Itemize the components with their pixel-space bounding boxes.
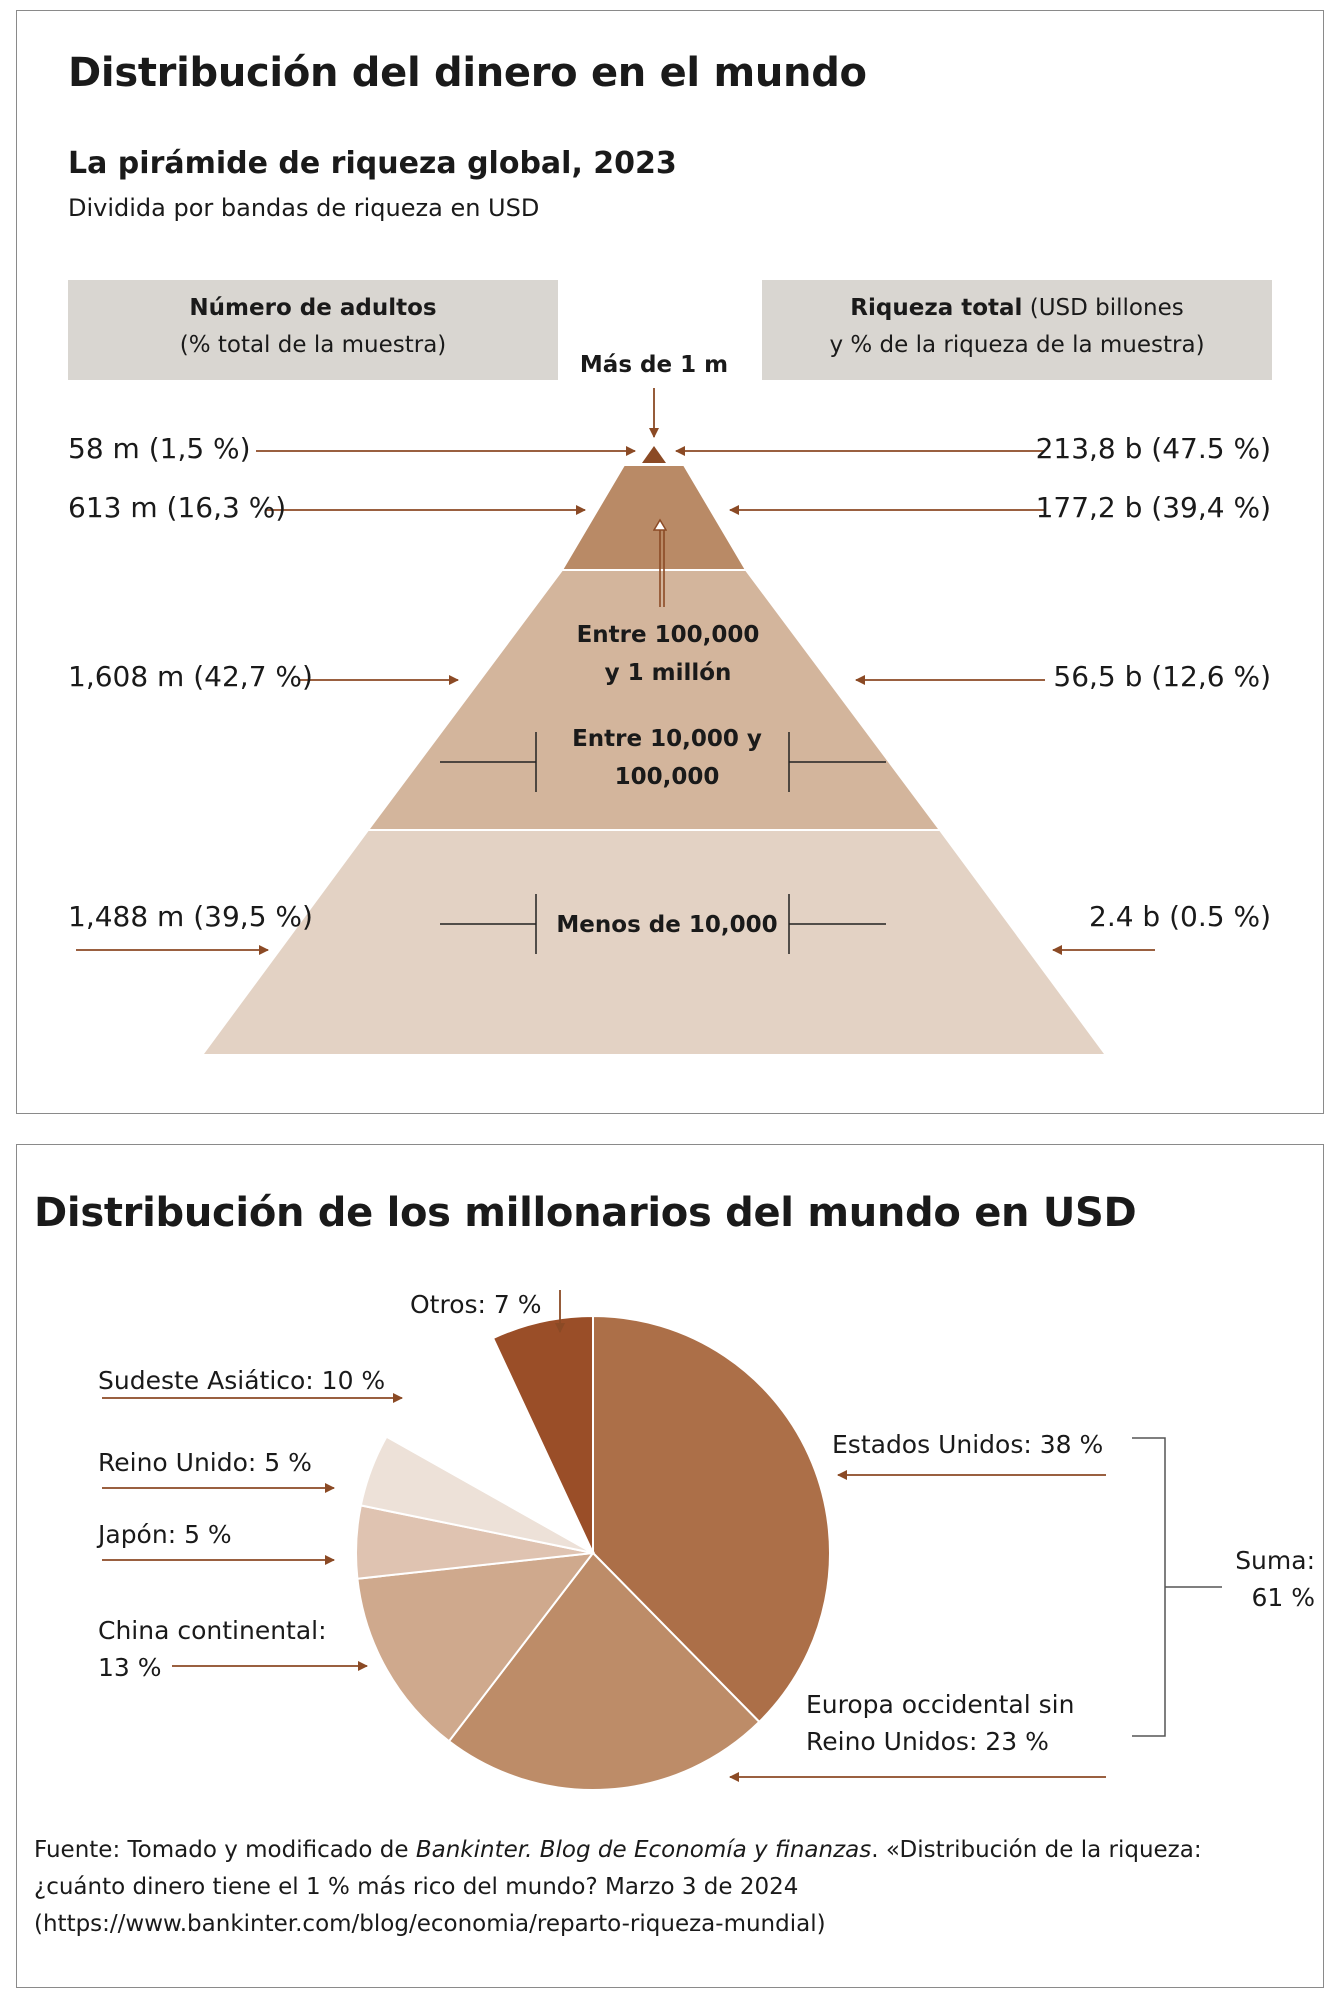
label-sudeste: Sudeste Asiático: 10 % — [98, 1366, 386, 1395]
source-note: Fuente: Tomado y modificado de Bankinter… — [34, 1832, 1294, 1943]
pie-title: Distribución de los millonarios del mund… — [34, 1190, 1137, 1236]
source-rest: . «Distribución de la riqueza: ¿cuánto d… — [34, 1837, 1202, 1937]
sum-label-line1: Suma: — [1235, 1546, 1315, 1575]
band-100000-1m — [560, 464, 748, 571]
band-label-100000-1m-line2: y 1 millón — [604, 660, 732, 686]
band-label-10000-100000-line1: Entre 10,000 y — [572, 726, 762, 752]
label-reino: Reino Unido: 5 % — [98, 1448, 312, 1477]
label-china-line2: 13 % — [98, 1653, 162, 1682]
pyramid-subsubtitle: Dividida por bandas de riqueza en USD — [68, 194, 540, 222]
pyramid-title: Distribución del dinero en el mundo — [68, 50, 867, 96]
wealth-value-1: 213,8 b (47.5 %) — [1035, 432, 1271, 465]
left-header-bold: Número de adultos — [189, 295, 437, 321]
left-header-box: Número de adultos (% total de la muestra… — [68, 280, 558, 380]
band-mas-1m — [642, 446, 666, 463]
right-header-normal-1: (USD billones — [1022, 295, 1184, 321]
right-header-normal-2: y % de la riqueza de la muestra) — [829, 332, 1205, 358]
source-prefix: Fuente: Tomado y modificado de — [34, 1837, 416, 1863]
pie-slice-sudeste-asiático — [385, 1336, 596, 1556]
left-header-normal: (% total de la muestra) — [179, 332, 447, 358]
label-europa: Europa occidental sin Reino Unidos: 23 % — [806, 1686, 1074, 1760]
source-italic-2: Blog de Economía y finanzas — [539, 1837, 872, 1863]
band-label-100000-1m-line1: Entre 100,000 — [576, 622, 760, 648]
top-band-label: Más de 1 m — [579, 352, 729, 378]
band-label-menos-10000: Menos de 10,000 — [556, 912, 778, 938]
pie-slice-europa-occidental-sin-reino-unidos — [447, 1551, 761, 1791]
pie-slice-estados-unidos — [592, 1314, 831, 1724]
adults-value-3: 1,608 m (42,7 %) — [68, 660, 313, 693]
label-europa-line1: Europa occidental sin — [806, 1690, 1075, 1719]
wealth-value-2: 177,2 b (39,4 %) — [1035, 491, 1271, 524]
label-china-line1: China continental: — [98, 1616, 327, 1645]
band-label-10000-100000-line2: 100,000 — [614, 764, 720, 790]
sum-bracket — [1132, 1437, 1166, 1737]
adults-value-1: 58 m (1,5 %) — [68, 432, 251, 465]
label-eeuu: Estados Unidos: 38 % — [832, 1430, 1104, 1459]
pyramid-subtitle: La pirámide de riqueza global, 2023 — [68, 146, 677, 181]
label-china: China continental: 13 % — [98, 1612, 327, 1686]
label-japon: Japón: 5 % — [98, 1520, 232, 1549]
pie-slice-otros — [491, 1314, 594, 1554]
wealth-value-3: 56,5 b (12,6 %) — [1053, 660, 1271, 693]
pie-slices — [355, 1314, 831, 1791]
pie-slice-china-continental — [356, 1551, 596, 1743]
adults-value-4: 1,488 m (39,5 %) — [68, 900, 313, 933]
band-label-100000-1m: Entre 100,000 y 1 millón — [560, 616, 776, 692]
right-header-bold: Riqueza total — [850, 295, 1023, 321]
source-italic-1: Bankinter. — [415, 1837, 533, 1863]
right-header-box: Riqueza total (USD billones y % de la ri… — [762, 280, 1272, 380]
sum-label: Suma: 61 % — [1225, 1542, 1315, 1616]
label-europa-line2: Reino Unidos: 23 % — [806, 1727, 1049, 1756]
adults-value-2: 613 m (16,3 %) — [68, 491, 287, 524]
wealth-value-4: 2.4 b (0.5 %) — [1089, 900, 1271, 933]
sum-label-line2: 61 % — [1251, 1583, 1315, 1612]
label-otros: Otros: 7 % — [410, 1290, 542, 1319]
band-label-10000-100000: Entre 10,000 y 100,000 — [556, 720, 778, 796]
